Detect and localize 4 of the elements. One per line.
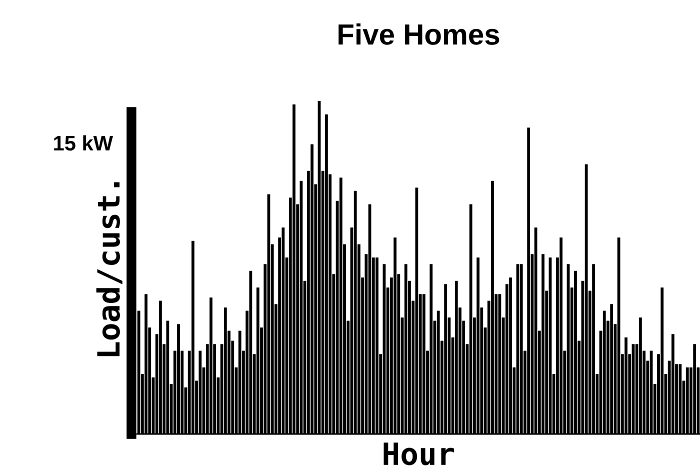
x-axis-title: Hour	[384, 442, 454, 466]
chart-title: Five Homes	[338, 23, 500, 45]
y-axis-title: Load/cust.	[96, 182, 122, 356]
text: 15 kW	[54, 135, 113, 151]
